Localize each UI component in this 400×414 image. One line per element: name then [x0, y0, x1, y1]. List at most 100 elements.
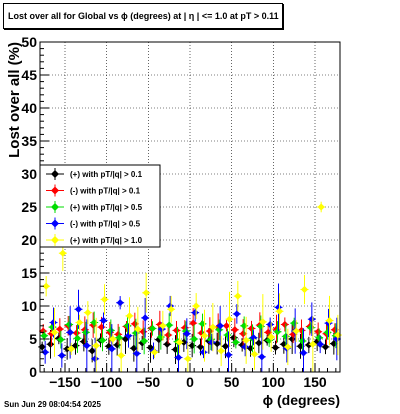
data-point	[100, 295, 109, 303]
data-point	[41, 348, 49, 356]
data-point	[317, 203, 325, 211]
data-point	[196, 343, 205, 351]
data-point	[89, 321, 97, 329]
y-tick-label: 15	[21, 265, 37, 281]
data-point	[82, 328, 90, 336]
y-tick-label: 20	[21, 232, 37, 248]
data-point	[146, 343, 155, 352]
data-point	[108, 345, 116, 353]
data-point	[315, 334, 323, 342]
series-4	[42, 201, 342, 372]
data-point	[125, 312, 134, 320]
data-point	[275, 307, 284, 315]
data-point	[217, 347, 225, 355]
data-point	[259, 318, 267, 326]
data-point	[46, 340, 55, 348]
data-point	[288, 335, 296, 343]
data-point	[257, 322, 265, 331]
data-point	[249, 334, 258, 342]
data-point	[159, 322, 167, 330]
data-point	[83, 342, 91, 350]
data-point	[131, 320, 139, 328]
data-point	[148, 324, 157, 333]
data-point	[164, 331, 172, 339]
y-tick-label: 35	[21, 133, 37, 149]
data-point	[182, 327, 190, 335]
chart-title: Lost over all for Global vs ϕ (degrees) …	[8, 11, 279, 21]
legend-marker	[51, 236, 59, 244]
data-point	[209, 323, 217, 331]
data-point	[264, 328, 272, 336]
data-point	[71, 342, 80, 350]
data-point	[281, 320, 289, 329]
legend: (+) with pT/|q| > 0.1 (-) with pT/|q| > 0…	[39, 164, 161, 248]
data-point	[165, 321, 173, 329]
data-point	[181, 324, 189, 332]
data-point	[216, 322, 224, 330]
legend-marker	[51, 170, 59, 178]
data-point	[307, 324, 315, 332]
data-point	[158, 325, 166, 333]
data-point	[174, 353, 183, 362]
data-point	[124, 332, 133, 340]
data-point	[309, 340, 317, 348]
data-point	[134, 325, 142, 333]
data-point	[221, 342, 230, 350]
data-point	[266, 320, 274, 329]
legend-label: (+) with pT/|q| > 1.0	[70, 236, 143, 245]
data-point	[58, 351, 66, 360]
data-point	[59, 249, 67, 257]
data-point	[224, 351, 233, 359]
data-point	[199, 348, 208, 356]
x-tick-label: 0	[186, 374, 194, 390]
data-point	[225, 315, 234, 323]
legend-label: (+) with pT/|q| > 0.5	[70, 203, 143, 212]
y-tick-label: 40	[21, 100, 37, 116]
data-point	[290, 319, 298, 327]
y-tick-label: 30	[21, 166, 37, 182]
data-point	[321, 343, 330, 351]
data-point	[39, 327, 47, 335]
data-point	[300, 285, 309, 294]
data-point	[98, 336, 107, 344]
title-box: Lost over all for Global vs ϕ (degrees) …	[3, 3, 283, 29]
data-point	[141, 314, 149, 322]
data-point	[49, 318, 58, 327]
data-point	[271, 343, 280, 352]
y-tick-label: 10	[21, 298, 37, 314]
legend-label: (-) with pT/|q| > 0.1	[70, 187, 141, 196]
data-point	[284, 343, 292, 351]
legend-marker	[51, 219, 59, 228]
data-layer	[38, 201, 342, 372]
data-point	[316, 340, 324, 348]
data-point	[138, 339, 146, 347]
y-tick-label: 50	[21, 34, 37, 50]
data-point	[334, 331, 342, 339]
data-point	[74, 305, 83, 313]
footer-date: Sun Jun 29 08:04:54 2025	[4, 400, 101, 409]
x-tick-label: 50	[224, 374, 240, 390]
data-point	[163, 340, 171, 348]
data-point	[91, 355, 99, 363]
data-point	[223, 331, 232, 339]
data-point	[66, 328, 74, 336]
data-point	[273, 328, 282, 336]
y-axis-label: Lost over all (%)	[6, 42, 23, 158]
data-point	[200, 332, 209, 340]
data-point	[92, 342, 100, 350]
data-point	[234, 292, 242, 300]
data-point	[116, 299, 124, 307]
data-point	[73, 334, 82, 342]
data-point	[107, 326, 115, 335]
data-point	[109, 335, 117, 343]
data-point	[175, 338, 184, 346]
data-point	[241, 343, 249, 351]
x-tick-label: −150	[49, 374, 81, 390]
data-point	[183, 330, 191, 338]
data-point	[42, 282, 50, 290]
data-point	[172, 326, 181, 335]
axes: −150 −100 −50 0 50 100 150 0 5 10 15 20 25 30 35 40 45 50	[21, 34, 341, 390]
data-point	[67, 345, 75, 353]
data-point	[325, 316, 334, 325]
